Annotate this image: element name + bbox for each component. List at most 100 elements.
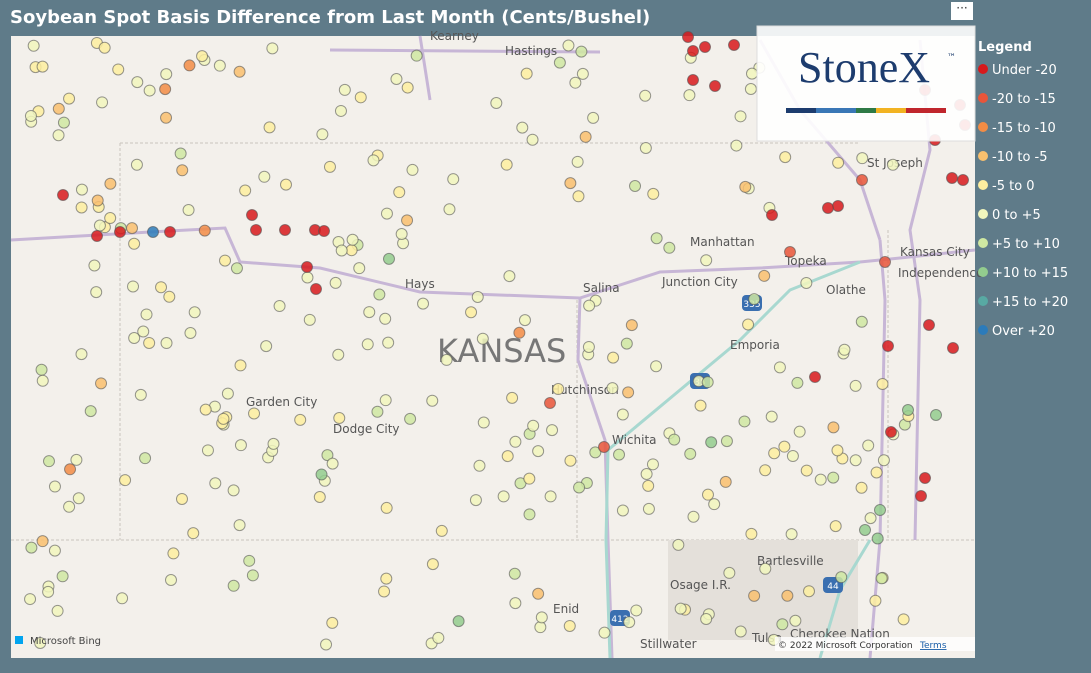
legend-swatch[interactable]: [978, 93, 988, 103]
location-point[interactable]: [532, 587, 545, 600]
location-point[interactable]: [63, 92, 76, 105]
location-point[interactable]: [96, 96, 109, 109]
location-point[interactable]: [72, 492, 85, 505]
location-point[interactable]: [417, 297, 430, 310]
location-point[interactable]: [700, 254, 713, 267]
location-point[interactable]: [250, 224, 262, 236]
location-point[interactable]: [42, 455, 55, 468]
location-point[interactable]: [91, 194, 104, 207]
location-point[interactable]: [862, 439, 875, 452]
location-point[interactable]: [346, 233, 359, 246]
location-point[interactable]: [160, 68, 173, 81]
location-point[interactable]: [564, 177, 577, 190]
location-point[interactable]: [57, 116, 70, 129]
location-point[interactable]: [744, 83, 757, 96]
location-point[interactable]: [745, 527, 758, 540]
location-point[interactable]: [701, 376, 714, 389]
location-point[interactable]: [856, 174, 868, 186]
legend-swatch[interactable]: [978, 267, 988, 277]
location-point[interactable]: [647, 187, 660, 200]
location-point[interactable]: [160, 337, 173, 350]
legend-swatch[interactable]: [978, 122, 988, 132]
location-point[interactable]: [789, 614, 802, 627]
location-point[interactable]: [476, 332, 489, 345]
legend-swatch[interactable]: [978, 325, 988, 335]
location-point[interactable]: [748, 293, 761, 306]
location-point[interactable]: [471, 290, 484, 303]
location-point[interactable]: [639, 89, 652, 102]
location-point[interactable]: [56, 570, 69, 583]
location-point[interactable]: [687, 510, 700, 523]
location-point[interactable]: [367, 154, 380, 167]
location-point[interactable]: [176, 164, 189, 177]
location-point[interactable]: [779, 151, 792, 164]
location-point[interactable]: [607, 351, 620, 364]
location-point[interactable]: [143, 84, 156, 97]
location-point[interactable]: [159, 83, 172, 96]
location-point[interactable]: [260, 340, 273, 353]
legend-label[interactable]: 0 to +5: [992, 208, 1041, 223]
location-point[interactable]: [668, 433, 681, 446]
location-point[interactable]: [527, 419, 540, 432]
location-point[interactable]: [64, 463, 77, 476]
location-point[interactable]: [303, 313, 316, 326]
location-point[interactable]: [114, 226, 126, 238]
location-point[interactable]: [164, 573, 177, 586]
location-point[interactable]: [683, 89, 696, 102]
location-point[interactable]: [230, 262, 243, 275]
location-point[interactable]: [112, 63, 125, 76]
location-point[interactable]: [728, 39, 740, 51]
legend-label[interactable]: +10 to +15: [992, 266, 1068, 281]
location-point[interactable]: [326, 457, 339, 470]
location-point[interactable]: [63, 500, 76, 513]
location-point[interactable]: [503, 270, 516, 283]
location-point[interactable]: [147, 226, 159, 238]
location-point[interactable]: [523, 508, 536, 521]
location-point[interactable]: [759, 562, 772, 575]
location-point[interactable]: [219, 254, 232, 267]
location-point[interactable]: [88, 259, 101, 272]
location-point[interactable]: [313, 490, 326, 503]
location-point[interactable]: [440, 353, 453, 366]
location-point[interactable]: [583, 299, 596, 312]
location-point[interactable]: [443, 203, 456, 216]
location-point[interactable]: [598, 626, 611, 639]
location-point[interactable]: [239, 184, 252, 197]
location-point[interactable]: [694, 399, 707, 412]
location-point[interactable]: [36, 535, 49, 548]
location-point[interactable]: [134, 388, 147, 401]
location-point[interactable]: [52, 102, 65, 115]
location-point[interactable]: [832, 200, 844, 212]
location-point[interactable]: [625, 319, 638, 332]
location-point[interactable]: [25, 541, 38, 554]
location-point[interactable]: [326, 616, 339, 629]
location-point[interactable]: [48, 544, 61, 557]
location-point[interactable]: [234, 359, 247, 372]
location-point[interactable]: [923, 319, 935, 331]
location-point[interactable]: [95, 377, 108, 390]
location-point[interactable]: [534, 621, 547, 634]
location-point[interactable]: [739, 180, 752, 193]
location-point[interactable]: [221, 387, 234, 400]
location-point[interactable]: [785, 528, 798, 541]
location-point[interactable]: [490, 97, 503, 110]
location-point[interactable]: [575, 45, 588, 58]
location-point[interactable]: [501, 450, 514, 463]
location-point[interactable]: [266, 42, 279, 55]
location-point[interactable]: [500, 158, 513, 171]
location-point[interactable]: [143, 336, 156, 349]
location-point[interactable]: [379, 394, 392, 407]
location-point[interactable]: [338, 83, 351, 96]
location-point[interactable]: [263, 121, 276, 134]
location-point[interactable]: [98, 41, 111, 54]
location-point[interactable]: [723, 566, 736, 579]
location-point[interactable]: [378, 585, 391, 598]
location-point[interactable]: [174, 147, 187, 160]
location-point[interactable]: [452, 615, 465, 628]
location-point[interactable]: [35, 363, 48, 376]
location-point[interactable]: [535, 611, 548, 624]
location-point[interactable]: [930, 409, 942, 421]
location-point[interactable]: [523, 472, 536, 485]
location-point[interactable]: [406, 163, 419, 176]
location-point[interactable]: [104, 177, 117, 190]
